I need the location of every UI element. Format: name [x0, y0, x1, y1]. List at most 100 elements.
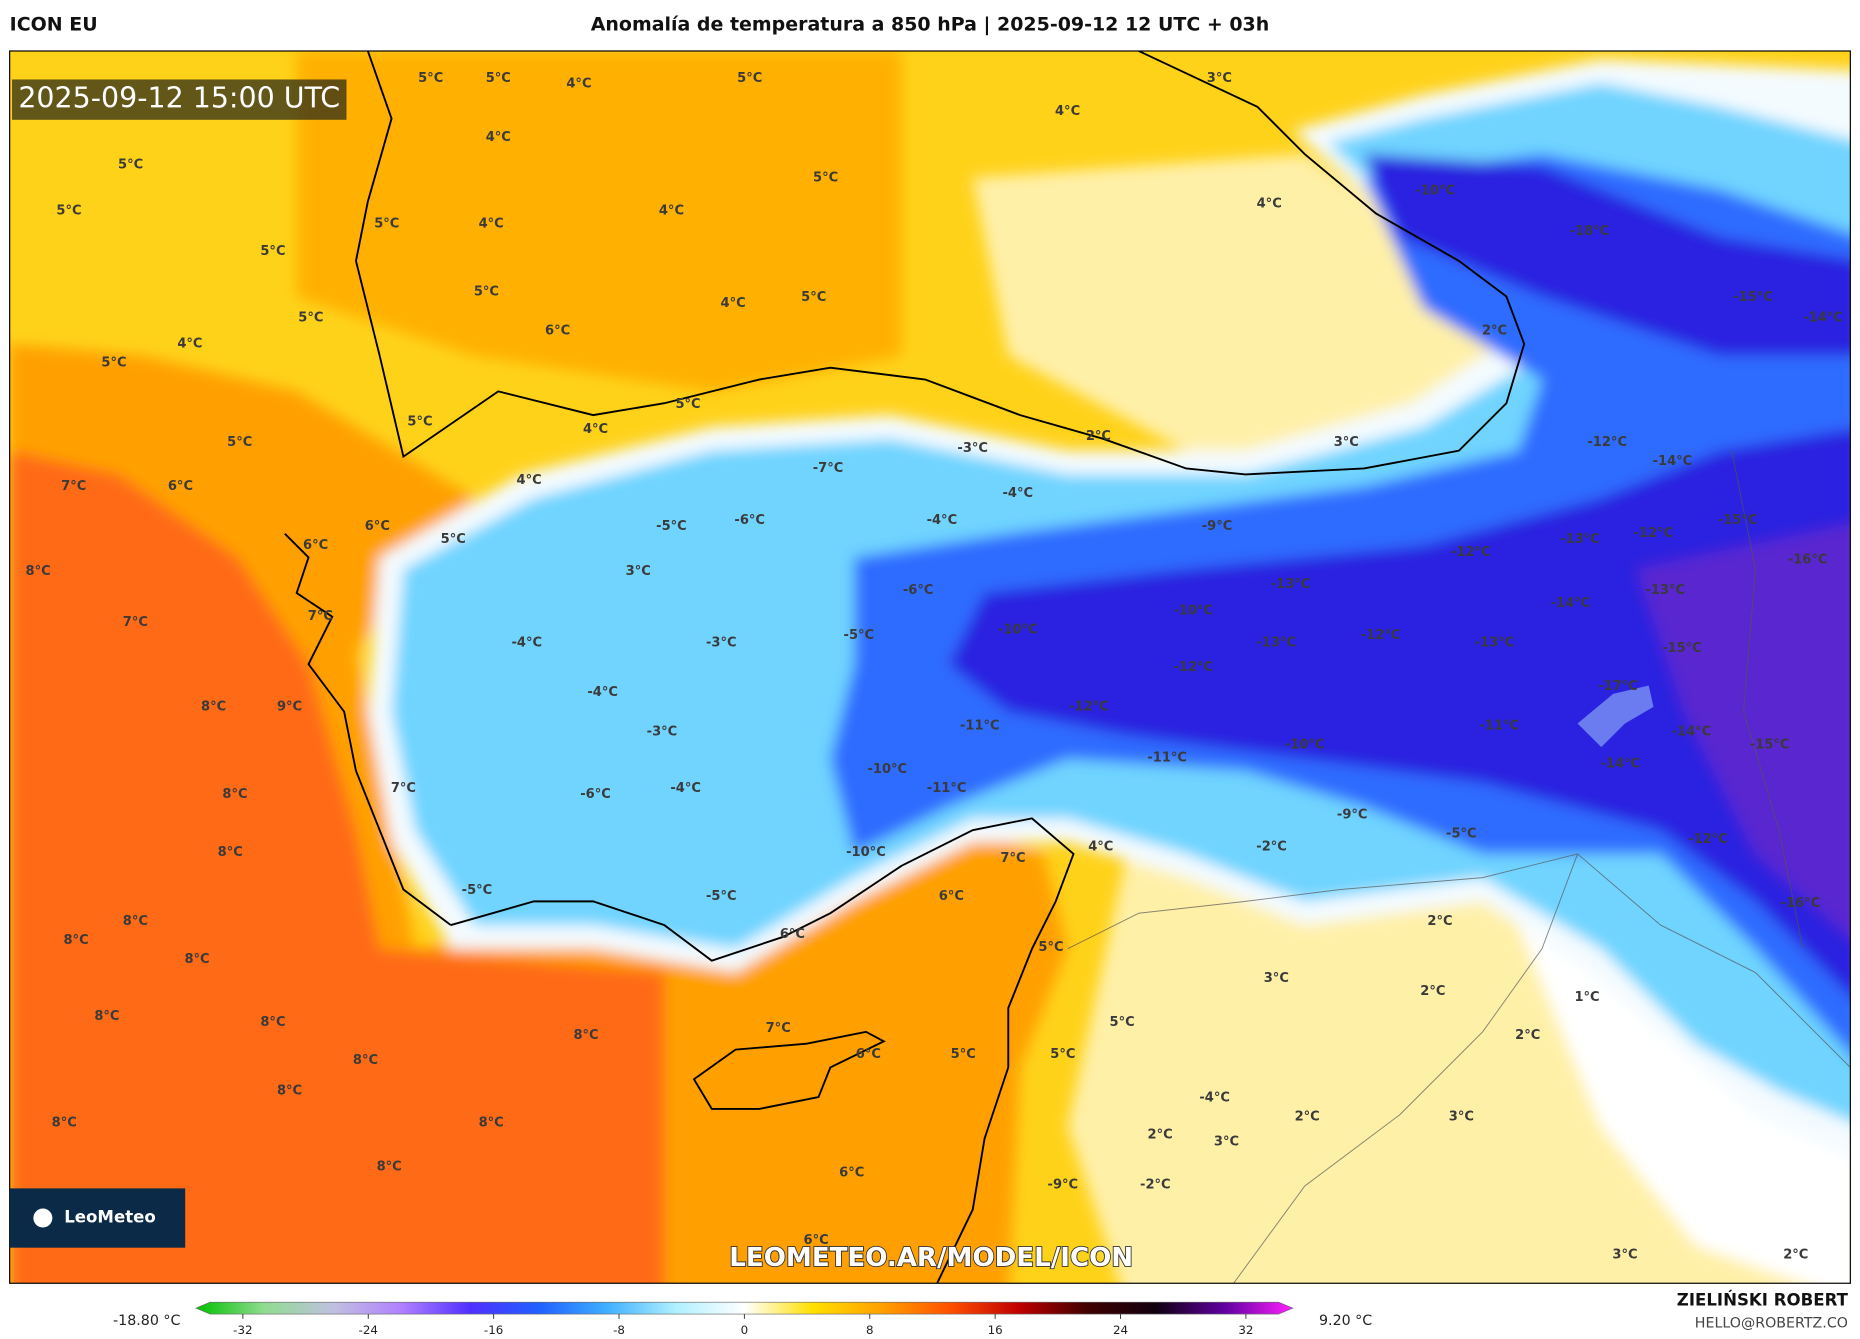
- temperature-label: -12°C: [1173, 660, 1213, 675]
- coastlines: [284, 50, 1526, 1284]
- email: HELLO@ROBERTZ.CO: [1695, 1316, 1848, 1332]
- temperature-label: 5°C: [486, 71, 511, 86]
- temperature-label: -10°C: [867, 762, 907, 777]
- temperature-label: -4°C: [670, 781, 701, 796]
- temperature-label: -6°C: [903, 583, 934, 598]
- temperature-label: 3°C: [1612, 1247, 1637, 1262]
- colorbar: -32 -24 -16 -8 0 8 16 24 32: [195, 1301, 1294, 1337]
- temperature-label: 6°C: [856, 1047, 881, 1062]
- colorbar-bar: [195, 1301, 1294, 1315]
- border: [1067, 853, 1578, 950]
- field-dark-blue: [948, 428, 1851, 997]
- temperature-label: 8°C: [377, 1160, 402, 1175]
- temperature-label: -2°C: [1256, 839, 1287, 854]
- temperature-label: 5°C: [418, 71, 443, 86]
- colorbar-tick-label: 16: [988, 1323, 1003, 1337]
- temperature-label: 4°C: [583, 422, 608, 437]
- map-field: 5°C 5°C 4°C 5°C 3°C 4°C 4°C 5°C 5°C -10°C 5°C 5°C 4°…: [9, 50, 1851, 1284]
- temperature-label: 1°C: [1574, 990, 1599, 1005]
- island: [692, 1030, 886, 1110]
- temperature-label: -14°C: [1551, 596, 1591, 611]
- temperature-label: -13°C: [1646, 583, 1686, 598]
- temperature-label: -13°C: [1271, 577, 1311, 592]
- temperature-label: 2°C: [1482, 323, 1507, 338]
- temperature-label: -10°C: [998, 622, 1038, 637]
- colorbar-tick-label: 24: [1113, 1323, 1128, 1337]
- temperature-label: -18°C: [1570, 224, 1610, 239]
- temperature-label: 4°C: [659, 204, 684, 219]
- colorbar-tick-label: 32: [1238, 1323, 1253, 1337]
- temperature-label: 8°C: [26, 564, 51, 579]
- colorbar-tick-label: -16: [484, 1323, 503, 1337]
- temperature-labels: 5°C 5°C 4°C 5°C 3°C 4°C 4°C 5°C 5°C -10°C 5°C 5°C 4°…: [26, 71, 1843, 1263]
- temperature-label: -12°C: [1634, 526, 1674, 541]
- temperature-label: 4°C: [566, 77, 591, 92]
- temperature-label: 5°C: [737, 71, 762, 86]
- author: ZIELIŃSKI ROBERT: [1677, 1291, 1849, 1310]
- field-dark-blue: [1364, 154, 1851, 356]
- temperature-label: 8°C: [184, 952, 209, 967]
- temperature-label: 5°C: [801, 290, 826, 305]
- temperature-label: 4°C: [721, 296, 746, 311]
- temperature-label: -10°C: [1285, 737, 1325, 752]
- temperature-label: 6°C: [839, 1165, 864, 1180]
- colorbar-tick-label: -32: [233, 1323, 252, 1337]
- temperature-label: -6°C: [734, 513, 765, 528]
- temperature-label: 8°C: [222, 787, 247, 802]
- temperature-label: 5°C: [1110, 1015, 1135, 1030]
- temperature-label: -15°C: [1662, 641, 1702, 656]
- temperature-label: 4°C: [1257, 196, 1282, 211]
- temperature-label: 7°C: [308, 609, 333, 624]
- watermark: LEOMETEO.AR/MODEL/ICON: [729, 1243, 1133, 1273]
- field-light-yellow: [972, 154, 1519, 451]
- temperature-label: -4°C: [1002, 486, 1033, 501]
- temperature-label: 6°C: [303, 538, 328, 553]
- temperature-label: -5°C: [462, 883, 493, 898]
- coastline: [450, 817, 1075, 1284]
- temperature-label: 5°C: [951, 1047, 976, 1062]
- temperature-label: -12°C: [1069, 699, 1109, 714]
- temperature-label: -11°C: [960, 718, 1000, 733]
- colorbar-tick-label: -8: [613, 1323, 625, 1337]
- temperature-label: 7°C: [766, 1021, 791, 1036]
- logo: LeoMeteo: [64, 1208, 156, 1227]
- logo-icon: [33, 1208, 53, 1228]
- model-name: ICON EU: [10, 13, 98, 35]
- temperature-label: 5°C: [298, 310, 323, 325]
- temperature-label: 5°C: [1038, 940, 1063, 955]
- temperature-label: -12°C: [1587, 435, 1627, 450]
- temperature-label: 4°C: [1055, 104, 1080, 119]
- temperature-label: 2°C: [1427, 914, 1452, 929]
- temperature-label: 5°C: [101, 355, 126, 370]
- temperature-label: 3°C: [1207, 71, 1232, 86]
- field-red: [9, 450, 665, 1284]
- temperature-label: 4°C: [486, 130, 511, 145]
- temperature-label: 3°C: [1264, 971, 1289, 986]
- temperature-label: 4°C: [177, 336, 202, 351]
- field-orange: [296, 50, 902, 392]
- temperature-label: -16°C: [1781, 896, 1821, 911]
- temperature-label: 2°C: [1086, 429, 1111, 444]
- temperature-label: 5°C: [813, 170, 838, 185]
- temperature-label: -13°C: [1475, 635, 1515, 650]
- temperature-label: 6°C: [939, 889, 964, 904]
- temperature-label: -17°C: [1598, 679, 1638, 694]
- temperature-label: 6°C: [168, 479, 193, 494]
- map-frame: [9, 50, 1851, 1284]
- temperature-label: 5°C: [118, 157, 143, 172]
- temperature-label: 8°C: [260, 1015, 285, 1030]
- temperature-label: 6°C: [804, 1233, 829, 1248]
- temperature-label: 2°C: [1783, 1247, 1808, 1262]
- temperature-label: -12°C: [1361, 628, 1401, 643]
- temperature-label: -13°C: [1560, 532, 1600, 547]
- temperature-label: 4°C: [1088, 839, 1113, 854]
- temperature-label: -7°C: [813, 461, 844, 476]
- temperature-label: -13°C: [1257, 635, 1297, 650]
- temperature-label: -15°C: [1733, 290, 1773, 305]
- temperature-label: 9°C: [277, 699, 302, 714]
- temperature-label: -11°C: [927, 781, 967, 796]
- temperature-label: -15°C: [1718, 513, 1758, 528]
- temperature-label: 3°C: [626, 564, 651, 579]
- temperature-label: 3°C: [1334, 435, 1359, 450]
- temperature-label: 2°C: [1148, 1128, 1173, 1143]
